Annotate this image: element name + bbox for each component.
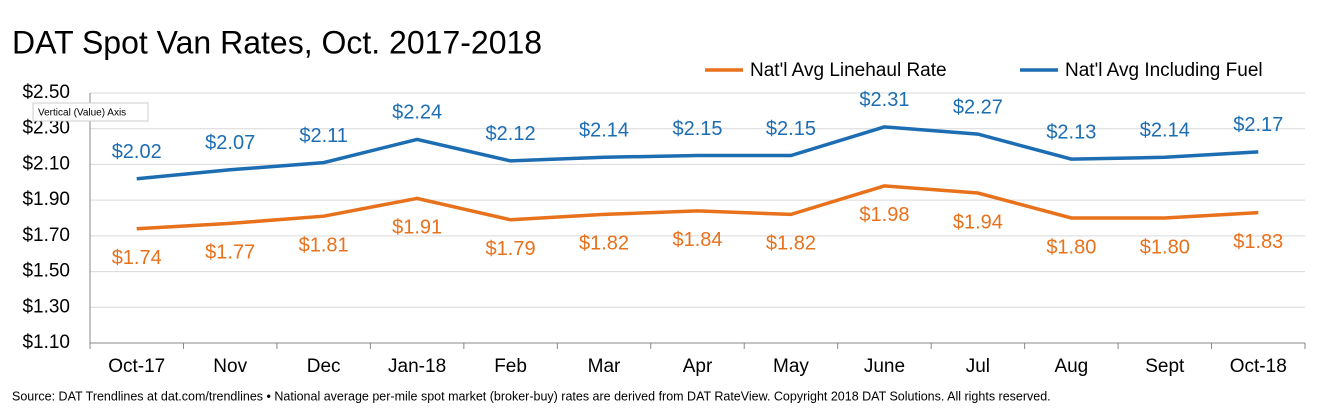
data-label: $2.24 — [392, 102, 442, 124]
x-tick-label: Nov — [213, 356, 247, 377]
data-label: $1.81 — [299, 234, 349, 256]
data-label: $2.11 — [299, 125, 348, 147]
x-tick-label: Oct-17 — [108, 356, 165, 377]
data-label: $1.94 — [953, 211, 1003, 233]
x-tick-label: Apr — [683, 356, 713, 377]
x-tick-label: May — [773, 356, 809, 377]
tooltip-box — [32, 102, 149, 122]
data-label: $2.13 — [1046, 121, 1096, 143]
data-label: $2.02 — [112, 141, 162, 163]
x-tick-label: Mar — [588, 356, 621, 377]
x-tick-label: Oct-18 — [1230, 356, 1287, 377]
data-label: $2.15 — [672, 118, 722, 140]
data-label: $1.82 — [766, 233, 816, 255]
y-tick-label: $2.10 — [22, 153, 70, 174]
data-label: $1.77 — [205, 242, 255, 264]
legend-label: Nat'l Avg Linehaul Rate — [750, 60, 947, 81]
y-tick-label: $1.70 — [22, 225, 70, 246]
data-label: $1.98 — [859, 204, 909, 226]
x-tick-label: June — [864, 356, 905, 377]
data-label: $2.14 — [579, 120, 629, 142]
x-tick-label: Feb — [494, 356, 527, 377]
data-label: $1.84 — [672, 229, 722, 251]
tooltip: Vertical (Value) Axis — [38, 108, 126, 119]
source-note: Source: DAT Trendlines at dat.com/trendl… — [12, 389, 1051, 403]
y-tick-label: $1.30 — [22, 296, 70, 317]
y-tick-label: $2.30 — [22, 118, 70, 139]
y-tick-label: $1.90 — [22, 189, 70, 210]
data-label: $2.15 — [766, 118, 816, 140]
legend-label: Nat'l Avg Including Fuel — [1065, 60, 1263, 81]
data-label: $1.83 — [1233, 231, 1283, 253]
data-label: $1.82 — [579, 233, 629, 255]
x-tick-label: Dec — [307, 356, 341, 377]
y-tick-label: $1.50 — [22, 261, 70, 282]
chart-title: DAT Spot Van Rates, Oct. 2017-2018 — [12, 24, 542, 60]
data-label: $2.07 — [205, 132, 255, 154]
data-label: $1.91 — [392, 217, 442, 239]
data-label: $1.80 — [1140, 236, 1190, 258]
x-tick-label: Aug — [1054, 356, 1088, 377]
y-tick-label: $2.50 — [22, 82, 70, 103]
data-label: $1.80 — [1046, 236, 1096, 258]
x-tick-label: Jan-18 — [388, 356, 446, 377]
y-tick-label: $1.10 — [22, 332, 70, 353]
data-label: $2.12 — [486, 123, 536, 145]
data-label: $2.17 — [1233, 114, 1283, 136]
x-tick-label: Sept — [1145, 356, 1185, 377]
series-line — [136, 184, 1259, 231]
data-label: $1.79 — [486, 238, 536, 260]
data-label: $1.74 — [112, 247, 162, 269]
data-label: $2.31 — [859, 89, 909, 111]
series-line — [136, 125, 1259, 181]
data-label: $2.14 — [1140, 120, 1190, 142]
data-label: $2.27 — [953, 96, 1003, 118]
x-tick-label: Jul — [966, 356, 990, 377]
